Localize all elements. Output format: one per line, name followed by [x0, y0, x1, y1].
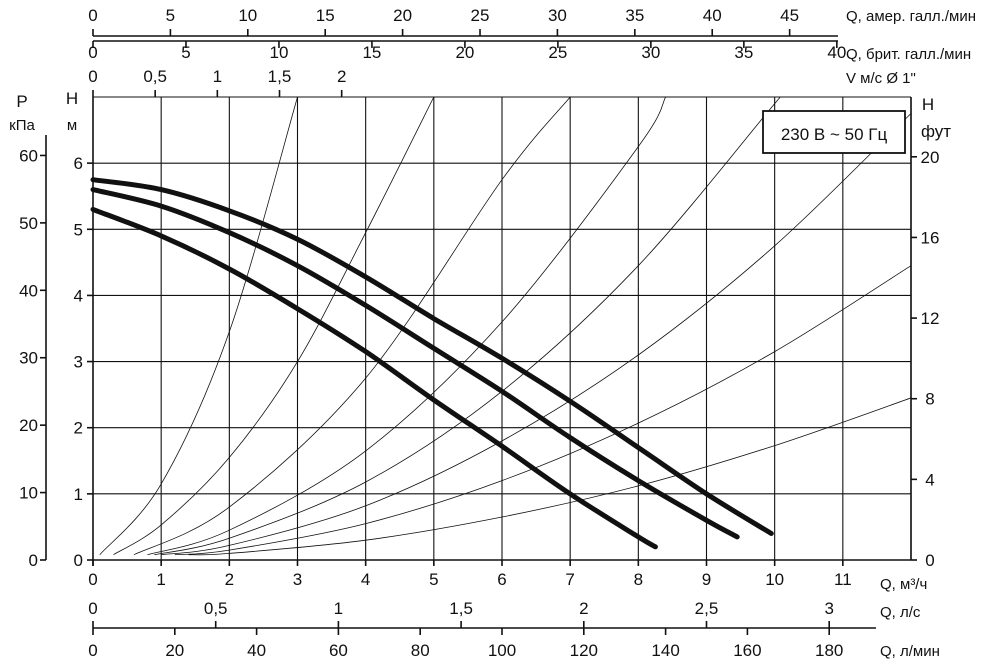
- y-tick-label-head: 6: [74, 154, 83, 173]
- usgpm-tick-label: 40: [703, 6, 722, 25]
- usgpm-tick-label: 45: [780, 6, 799, 25]
- y-tick-label-feet: 0: [925, 551, 934, 570]
- impgpm-tick-label: 35: [734, 43, 753, 62]
- lps-tick-label: 1: [334, 599, 343, 618]
- y-tick-label-head: 1: [74, 485, 83, 504]
- system-curve: [188, 397, 911, 556]
- x-tick-label: 3: [293, 570, 302, 589]
- impgpm-tick-label: 0: [88, 43, 97, 62]
- velocity-tick-label: 0: [88, 67, 97, 86]
- y-tick-label-pressure: 20: [19, 416, 38, 435]
- velocity-tick-label: 2: [337, 67, 346, 86]
- y-tick-label-head: 0: [74, 551, 83, 570]
- y-tick-label-head: 2: [74, 419, 83, 438]
- usgpm-tick-label: 0: [88, 6, 97, 25]
- y-tick-label-head: 3: [74, 353, 83, 372]
- lpm-tick-label: 80: [411, 641, 430, 660]
- feet-axis-label: H: [922, 95, 934, 114]
- velocity-tick-label: 0,5: [143, 67, 167, 86]
- system-curve: [99, 97, 298, 555]
- y-tick-label-pressure: 50: [19, 214, 38, 233]
- y-tick-label-pressure: 30: [19, 349, 38, 368]
- usgpm-tick-label: 30: [548, 6, 567, 25]
- y-tick-label-feet: 20: [921, 148, 940, 167]
- system-curve: [161, 113, 911, 556]
- x-tick-label: 10: [765, 570, 784, 589]
- pump-curve-1: [90, 177, 774, 536]
- y-tick-label-pressure: 40: [19, 281, 38, 300]
- y-tick-label-feet: 16: [921, 228, 940, 247]
- impgpm-tick-label: 25: [548, 43, 567, 62]
- y-tick-label-pressure: 10: [19, 484, 38, 503]
- lps-tick-label: 0: [88, 599, 97, 618]
- lpm-tick-label: 160: [733, 641, 761, 660]
- x-tick-label: 4: [361, 570, 370, 589]
- lpm-axis-label: Q, л/мин: [880, 643, 940, 660]
- y-tick-label-head: 5: [74, 220, 83, 239]
- pressure-axis-unit: кПа: [9, 117, 35, 134]
- x-tick-label: 6: [497, 570, 506, 589]
- lps-tick-label: 1,5: [449, 599, 473, 618]
- voltage-note: 230 В ~ 50 Гц: [781, 125, 888, 144]
- lpm-tick-label: 180: [815, 641, 843, 660]
- velocity-axis-label: V м/с Ø 1": [846, 70, 916, 87]
- impgpm-tick-label: 40: [827, 43, 846, 62]
- y-tick-label-feet: 4: [925, 470, 934, 489]
- lps-tick-label: 0,5: [204, 599, 228, 618]
- lps-axis-label: Q, л/с: [880, 604, 921, 621]
- lpm-tick-label: 120: [570, 641, 598, 660]
- x-tick-label: 5: [429, 570, 438, 589]
- velocity-tick-label: 1: [213, 67, 222, 86]
- impgpm-tick-label: 15: [362, 43, 381, 62]
- system-curve: [174, 265, 911, 556]
- lpm-tick-label: 0: [88, 641, 97, 660]
- lps-tick-label: 3: [824, 599, 833, 618]
- head-axis-label: H: [66, 89, 78, 108]
- y-tick-label-feet: 12: [921, 309, 940, 328]
- impgpm-tick-label: 10: [269, 43, 288, 62]
- y-tick-label-pressure: 0: [29, 551, 38, 570]
- impgpm-tick-label: 5: [181, 43, 190, 62]
- pump-curve-3: [90, 206, 658, 550]
- x-tick-label: 8: [634, 570, 643, 589]
- x-axis-label: Q, м³/ч: [880, 576, 927, 593]
- lpm-tick-label: 40: [247, 641, 266, 660]
- lpm-tick-label: 20: [165, 641, 184, 660]
- usgpm-axis-label: Q, амер. галл./мин: [846, 8, 976, 25]
- usgpm-tick-label: 15: [316, 6, 335, 25]
- lpm-tick-label: 140: [651, 641, 679, 660]
- usgpm-tick-label: 5: [166, 6, 175, 25]
- system-curve: [113, 97, 435, 556]
- feet-axis-unit: фут: [921, 122, 951, 141]
- impgpm-tick-label: 30: [641, 43, 660, 62]
- system-curve: [133, 97, 571, 556]
- system-curve: [147, 97, 666, 556]
- system-curve: [154, 97, 782, 556]
- x-tick-label: 1: [156, 570, 165, 589]
- head-axis-unit: м: [67, 117, 77, 134]
- lps-tick-label: 2: [579, 599, 588, 618]
- pump-curve-2: [90, 187, 740, 540]
- x-tick-label: 2: [225, 570, 234, 589]
- pressure-axis-label: P: [16, 92, 27, 111]
- y-tick-label-feet: 8: [925, 390, 934, 409]
- usgpm-tick-label: 35: [625, 6, 644, 25]
- x-tick-label: 11: [834, 570, 852, 589]
- x-tick-label: 9: [702, 570, 711, 589]
- velocity-tick-label: 1,5: [268, 67, 292, 86]
- y-tick-label-pressure: 60: [19, 146, 38, 165]
- usgpm-tick-label: 25: [471, 6, 490, 25]
- usgpm-tick-label: 20: [393, 6, 412, 25]
- voltage-note-box: [762, 110, 906, 154]
- usgpm-tick-label: 10: [238, 6, 257, 25]
- x-tick-label: 7: [565, 570, 574, 589]
- y-tick-label-head: 4: [74, 286, 83, 305]
- x-tick-label: 0: [88, 570, 97, 589]
- impgpm-tick-label: 20: [455, 43, 474, 62]
- lpm-tick-label: 100: [488, 641, 516, 660]
- lpm-tick-label: 60: [329, 641, 348, 660]
- lps-tick-label: 2,5: [695, 599, 719, 618]
- impgpm-axis-label: Q, брит. галл./мин: [846, 46, 971, 63]
